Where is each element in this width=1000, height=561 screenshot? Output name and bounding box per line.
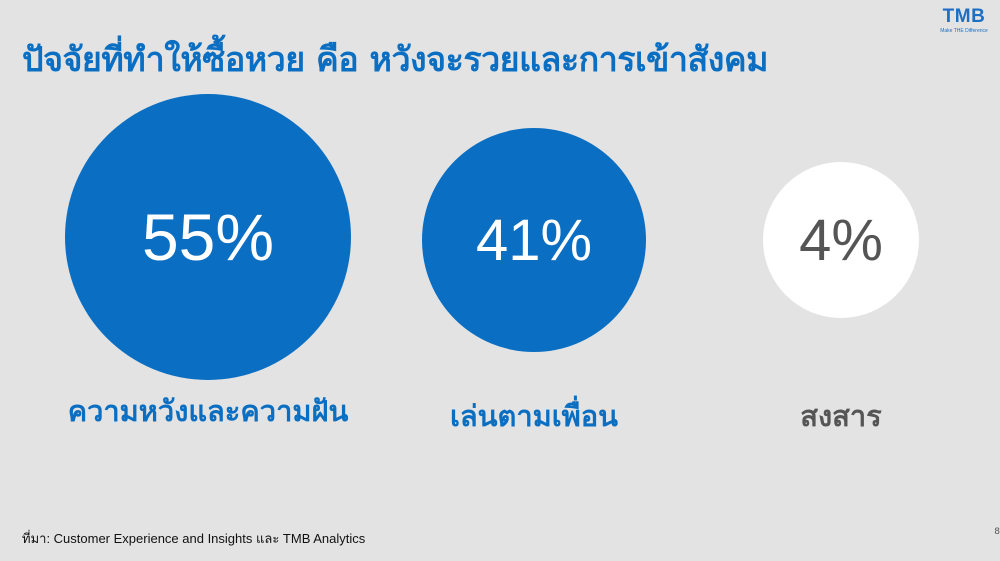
source-note: ที่มา: Customer Experience and Insights … [22, 531, 366, 546]
bubble-category-label: ความหวังและความฝัน [67, 394, 349, 428]
logo-tagline: Make THE Difference [940, 28, 988, 34]
tmb-logo: TMB Make THE Difference [934, 6, 994, 34]
page-number: 8 [994, 527, 1000, 537]
bubble-value-label: 41% [475, 207, 593, 273]
page-title: ปัจจัยที่ทำให้ซื้อหวย คือ หวังจะรวยและกา… [22, 40, 769, 80]
bubble-1: 55% [65, 94, 351, 380]
logo-mark: TMB [942, 6, 986, 27]
bubble-value-label: 4% [799, 207, 883, 273]
bubble-category-label: สงสาร [800, 399, 882, 433]
bubble-category-label: เล่นตามเพื่อน [449, 399, 619, 433]
bubble-3: 4% [763, 162, 919, 318]
bubble-2: 41% [422, 128, 646, 352]
bubble-value-label: 55% [141, 200, 275, 274]
